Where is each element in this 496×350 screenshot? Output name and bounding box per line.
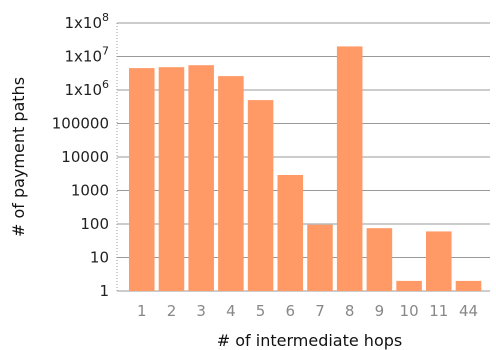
bar-6	[277, 175, 304, 291]
x-tick-label: 3	[196, 302, 206, 320]
x-tick-label: 2	[167, 302, 177, 320]
bar-8	[336, 46, 363, 291]
bar-9	[366, 228, 393, 291]
bar-11	[426, 231, 452, 291]
x-tick-label: 4	[226, 302, 236, 320]
x-tick-label: 7	[315, 302, 325, 320]
x-tick-label: 6	[286, 302, 296, 320]
y-tick-label: 1	[99, 282, 109, 300]
bar-1	[129, 68, 155, 292]
x-axis-title: # of intermediate hops	[217, 331, 402, 350]
bars	[129, 46, 482, 292]
y-tick-labels: 1 10 100 1000 10000 100000 1x106 1x107 1x108	[52, 11, 109, 300]
y-tick-label: 10000	[61, 148, 109, 166]
y-axis-title: # of payment paths	[9, 77, 28, 237]
y-tick-label: 1x108	[64, 11, 109, 32]
x-tick-label: 10	[400, 302, 419, 320]
y-tick-label: 100	[80, 215, 109, 233]
x-tick-label: 44	[459, 302, 478, 320]
y-tick-label: 1x106	[64, 78, 109, 99]
x-tick-label: 1	[137, 302, 147, 320]
bar-2	[158, 67, 185, 291]
y-tick-label: 100000	[52, 115, 109, 133]
bar-5	[247, 100, 274, 291]
x-tick-label: 8	[345, 302, 355, 320]
bar-7	[307, 224, 333, 291]
bar-4	[218, 76, 244, 292]
bar-44	[455, 280, 482, 291]
x-tick-label: 5	[256, 302, 266, 320]
bar-3	[188, 65, 214, 292]
x-tick-label: 9	[375, 302, 385, 320]
bar-10	[396, 280, 422, 291]
y-tick-label: 10	[90, 249, 109, 267]
x-tick-label: 11	[429, 302, 448, 320]
y-tick-label: 1000	[71, 182, 109, 200]
x-tick-labels: 1 2 3 4 5 6 7 8 9 10 11 44	[137, 302, 478, 320]
y-tick-label: 1x107	[64, 45, 109, 66]
